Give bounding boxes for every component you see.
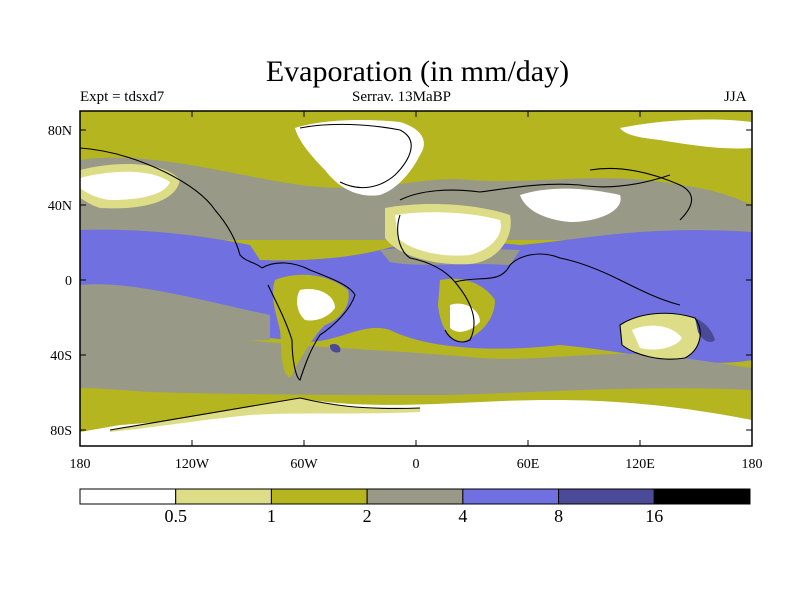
field-asia-desert [520, 188, 621, 222]
field-sh-gray [80, 330, 752, 395]
field-alaska [80, 171, 170, 200]
colorbar-swatch [653, 488, 751, 505]
field-antarctica-edge [110, 398, 420, 432]
lat-tick-label: 40S [50, 349, 72, 364]
colorbar-label: 16 [645, 506, 663, 526]
colorbar-swatch [366, 488, 464, 505]
colorbar-swatch [175, 488, 272, 505]
lon-tick-label: 0 [413, 457, 420, 472]
field-africa-arid [450, 303, 480, 332]
lon-tick-label: 120E [625, 457, 655, 472]
colorbar-label: 4 [458, 506, 467, 526]
lat-tick-label: 40N [48, 199, 72, 214]
season-label: JJA [724, 89, 747, 105]
lon-tick-label: 120W [175, 457, 210, 472]
colorbar: 0.5 1 2 4 8 16 [79, 488, 751, 526]
field-south-america-arid [297, 289, 335, 321]
field-high-evap [329, 343, 341, 353]
period-label: Serrav. 13MaBP [352, 89, 452, 105]
colorbar-swatch [462, 488, 560, 505]
coastlines [80, 123, 701, 431]
field-australia-arid [632, 325, 682, 350]
lon-tick-label: 180 [70, 457, 91, 472]
colorbar-label: 2 [363, 506, 372, 526]
colorbar-swatch [558, 488, 655, 505]
colorbar-swatch [79, 488, 177, 505]
longitude-axis: 180 120W 60W 0 60E 120E 180 [70, 111, 763, 472]
map-title: Evaporation (in mm/day) [265, 55, 570, 88]
lon-tick-label: 60W [290, 457, 318, 472]
latitude-axis: 80N 40N 0 40S 80S [48, 124, 752, 439]
map-field [80, 111, 752, 446]
lat-tick-label: 0 [65, 274, 72, 289]
lat-tick-label: 80N [48, 124, 72, 139]
field-arctic-east [620, 119, 752, 149]
field-sahara [395, 212, 501, 256]
colorbar-swatch [270, 488, 368, 505]
colorbar-label: 0.5 [164, 506, 187, 526]
field-greenland [295, 120, 424, 196]
experiment-label: Expt = tdsxd7 [80, 89, 165, 105]
colorbar-label: 8 [554, 506, 563, 526]
colorbar-label: 1 [267, 506, 276, 526]
field-tropical-gray [80, 284, 270, 341]
lat-tick-label: 80S [50, 424, 72, 439]
field-high-evap [695, 318, 715, 343]
lon-tick-label: 180 [742, 457, 763, 472]
lon-tick-label: 60E [517, 457, 540, 472]
